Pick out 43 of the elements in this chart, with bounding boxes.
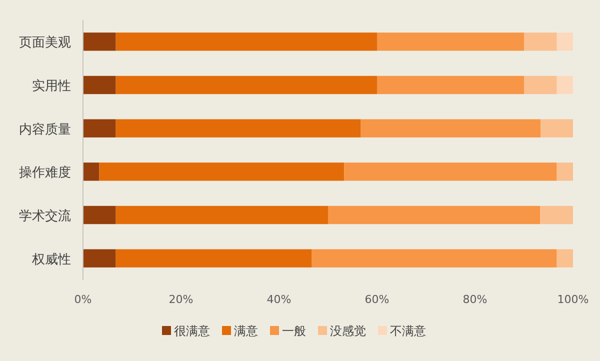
bar [83,76,116,94]
y-tick-label: 学术交流 [19,208,71,224]
bar [556,162,573,181]
y-tick-label: 页面美观 [19,34,71,51]
bar [83,249,116,268]
legend-label: 一般 [282,324,306,338]
bar [83,119,116,138]
bar [377,76,524,94]
legend-label: 很满意 [174,324,210,338]
x-tick-label: 40% [266,293,292,306]
bar [99,162,344,181]
legend-label: 满意 [234,324,258,338]
y-tick-label: 权威性 [31,252,71,268]
x-tick-label: 100% [557,293,589,306]
bar [540,206,573,224]
y-tick-label: 操作难度 [19,164,71,181]
bar [556,32,573,51]
bar [116,206,328,224]
bar [556,76,573,94]
bar [83,206,116,224]
bar [524,76,557,94]
bar [344,162,557,181]
x-tick-label: 60% [364,293,390,306]
bar [83,162,100,181]
bar [116,32,377,51]
y-tick-label: 实用性 [32,79,71,94]
bar [377,32,524,51]
bar [540,119,573,138]
bar [360,119,541,138]
bar [328,206,540,224]
x-tick-label: 20% [168,293,194,306]
bar [556,249,573,268]
x-tick-label: 0% [74,293,92,306]
bar [116,119,361,138]
legend-label: 没感觉 [330,324,366,338]
x-tick-label: 80% [462,293,488,306]
bar [83,32,116,51]
bar [116,76,377,94]
bar [116,249,312,268]
bar [312,249,557,268]
y-tick-label: 内容质量 [19,121,71,138]
bar [524,32,557,51]
legend-label: 不满意 [390,324,426,338]
